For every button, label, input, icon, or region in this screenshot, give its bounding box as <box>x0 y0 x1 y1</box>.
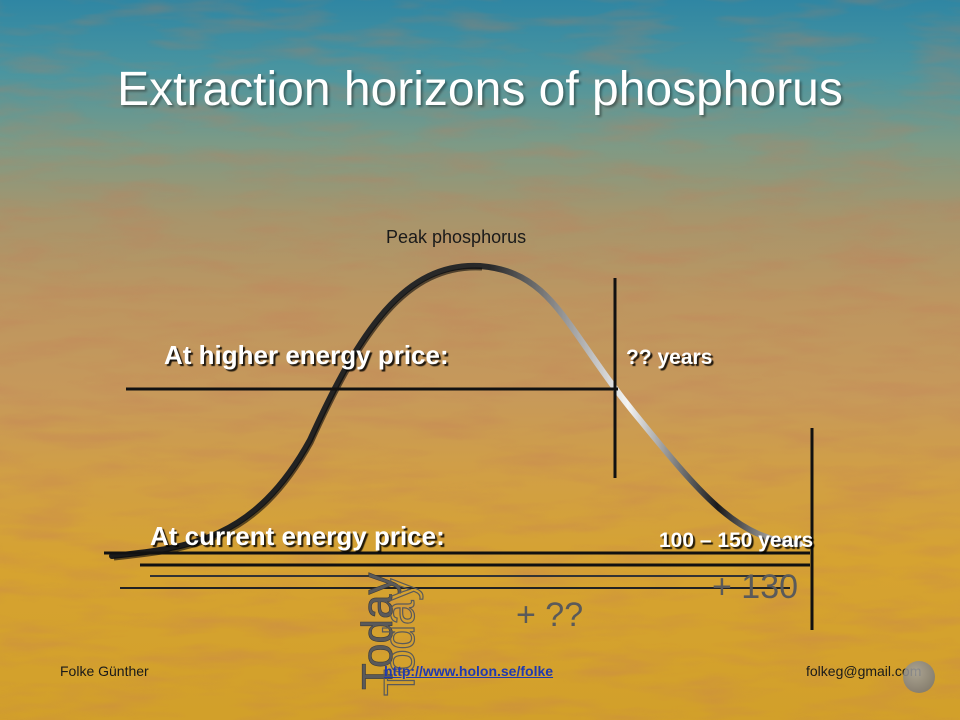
depletion-curve-shade <box>113 267 483 561</box>
higher-price-years-label: ?? years <box>626 346 713 369</box>
slide-nav-button[interactable] <box>903 661 935 693</box>
footer-url-link[interactable]: http://www.holon.se/folke <box>384 663 554 679</box>
depletion-curve <box>109 262 803 559</box>
slide-title: Extraction horizons of phosphorus <box>117 63 843 116</box>
plus-unknown-annotation: + ?? <box>516 596 583 634</box>
current-energy-price-label: At current energy price: <box>150 521 445 551</box>
current-price-years-label: 100 – 150 years <box>659 529 814 552</box>
today-annotation-echo: Today <box>375 579 424 696</box>
higher-energy-price-label: At higher energy price: <box>164 340 449 370</box>
footer-email: folkeg@gmail.com <box>806 663 922 679</box>
today-annotation: Today <box>353 573 402 690</box>
footer-author: Folke Günther <box>60 663 149 679</box>
peak-phosphorus-label: Peak phosphorus <box>386 227 527 247</box>
plus-130-annotation: + 130 <box>712 568 798 606</box>
